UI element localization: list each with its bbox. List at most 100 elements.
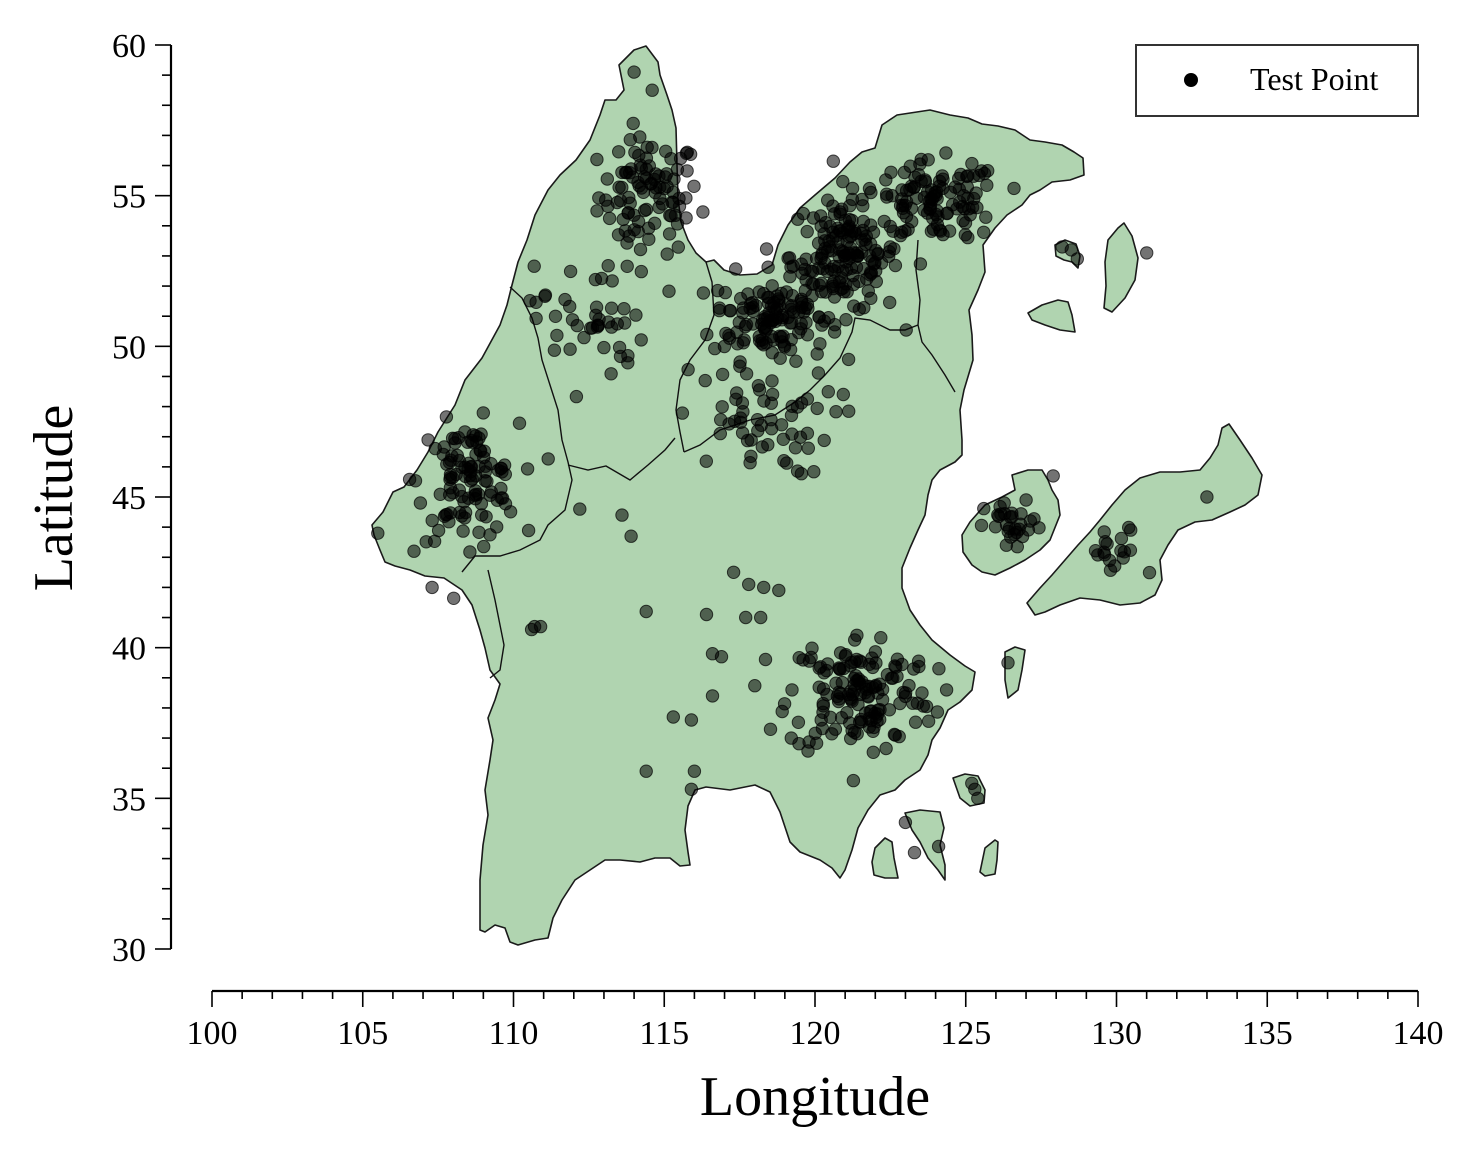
test-point-marker: [801, 441, 815, 455]
test-point-marker: [671, 240, 685, 254]
test-point-marker: [845, 192, 860, 207]
test-point-marker: [848, 655, 862, 669]
test-point-marker: [908, 715, 923, 729]
test-point-marker: [738, 319, 752, 334]
test-point-marker: [1108, 559, 1122, 573]
test-point-marker: [371, 526, 385, 540]
test-point-marker: [524, 622, 539, 637]
test-point-marker: [613, 349, 628, 364]
test-point-marker: [970, 200, 984, 215]
test-point-marker: [817, 433, 831, 448]
y-tick-label: 40: [112, 631, 146, 668]
test-point-marker: [783, 342, 798, 357]
test-point-marker: [577, 330, 591, 345]
test-point-marker: [594, 271, 609, 286]
test-point-marker: [743, 456, 757, 470]
test-point-marker: [547, 343, 562, 357]
test-point-marker: [745, 296, 760, 310]
test-point-marker: [1007, 181, 1021, 196]
test-point-marker: [569, 389, 584, 404]
test-point-marker: [887, 242, 901, 256]
test-point-marker: [618, 165, 633, 180]
test-point-marker: [696, 286, 711, 300]
test-point-marker: [869, 656, 883, 670]
test-point-marker: [634, 333, 648, 347]
test-point-marker: [715, 367, 730, 382]
test-point-marker: [520, 462, 535, 476]
test-point-marker: [830, 689, 845, 704]
test-point-marker: [456, 524, 470, 538]
test-point-marker: [856, 199, 870, 213]
test-point-marker: [719, 326, 733, 341]
test-point-marker: [705, 689, 720, 703]
test-point-marker: [997, 496, 1011, 510]
island-7: [871, 837, 899, 879]
test-point-marker: [864, 291, 878, 305]
test-point-marker: [469, 447, 483, 462]
x-tick-label: 110: [489, 1015, 539, 1052]
test-point-marker: [463, 545, 477, 559]
test-point-marker: [812, 310, 826, 324]
test-point-marker: [875, 682, 890, 697]
test-point-marker: [809, 736, 824, 750]
test-point-marker: [463, 468, 477, 483]
test-point-marker: [775, 704, 789, 719]
test-point-marker: [639, 764, 653, 778]
test-point-marker: [631, 175, 645, 190]
test-point-marker: [961, 230, 975, 245]
legend-marker: [1184, 73, 1198, 87]
test-point-marker: [662, 284, 676, 298]
x-tick-label: 105: [337, 1015, 388, 1052]
test-point-marker: [450, 448, 464, 463]
test-point-marker: [1140, 246, 1154, 260]
test-point-marker: [604, 301, 619, 315]
test-point-marker: [563, 342, 577, 356]
test-point-marker: [751, 379, 766, 393]
test-point-marker: [837, 661, 851, 676]
x-tick-label: 115: [639, 1015, 689, 1052]
test-point-marker: [898, 689, 913, 704]
test-point-marker: [914, 152, 928, 167]
test-point-marker: [729, 262, 743, 276]
test-point-marker: [715, 400, 729, 414]
test-point-marker: [866, 745, 880, 759]
test-point-marker: [789, 354, 803, 368]
test-point-marker: [742, 577, 756, 592]
island-6: [904, 809, 946, 881]
test-point-marker: [620, 259, 634, 273]
test-point-marker: [472, 460, 486, 474]
test-point-marker: [548, 309, 563, 323]
test-point-marker: [447, 591, 461, 605]
test-point-marker: [801, 744, 815, 758]
test-point-marker: [867, 720, 881, 735]
test-point-marker: [868, 645, 883, 659]
test-point-marker: [907, 845, 922, 860]
test-point-marker: [629, 308, 643, 322]
test-point-marker: [814, 219, 828, 234]
test-point-marker: [818, 241, 832, 256]
island-2: [1027, 299, 1076, 333]
test-point-marker: [476, 406, 490, 420]
test-point-marker: [785, 399, 799, 413]
test-point-marker: [826, 154, 840, 168]
test-point-marker: [852, 302, 866, 317]
test-point-marker: [472, 525, 486, 539]
test-point-marker: [784, 302, 798, 317]
test-point-marker: [919, 699, 934, 714]
test-point-marker: [589, 308, 603, 322]
test-point-marker: [1097, 525, 1111, 539]
test-point-marker: [974, 518, 989, 533]
test-point-marker: [790, 464, 805, 478]
test-point-marker: [800, 426, 815, 440]
test-point-marker: [833, 646, 848, 660]
test-point-marker: [888, 728, 902, 742]
test-point-marker: [736, 306, 750, 320]
test-point-marker: [541, 452, 555, 466]
test-point-marker: [680, 145, 694, 160]
test-point-marker: [631, 224, 645, 239]
test-point-marker: [431, 523, 446, 538]
test-point-marker: [620, 236, 634, 250]
test-point-marker: [931, 839, 946, 854]
